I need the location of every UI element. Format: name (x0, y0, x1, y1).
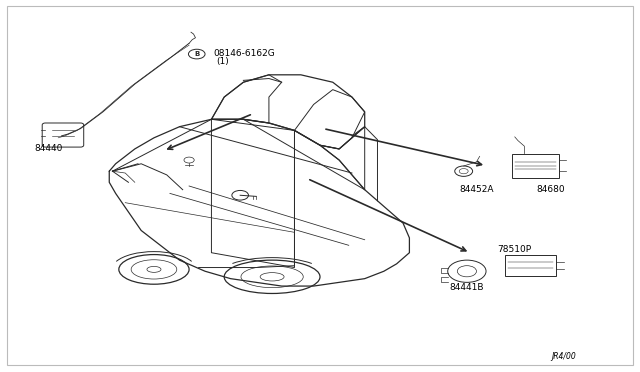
Text: B: B (194, 51, 200, 57)
Text: 08146-6162G: 08146-6162G (213, 49, 275, 58)
Text: 78510P: 78510P (498, 244, 532, 253)
Text: 84452A: 84452A (460, 185, 493, 194)
Text: (1): (1) (216, 57, 229, 66)
Text: 84680: 84680 (537, 185, 566, 194)
Text: JR4/00: JR4/00 (552, 352, 577, 361)
Text: 84441B: 84441B (450, 283, 484, 292)
Text: 84440: 84440 (35, 144, 63, 153)
